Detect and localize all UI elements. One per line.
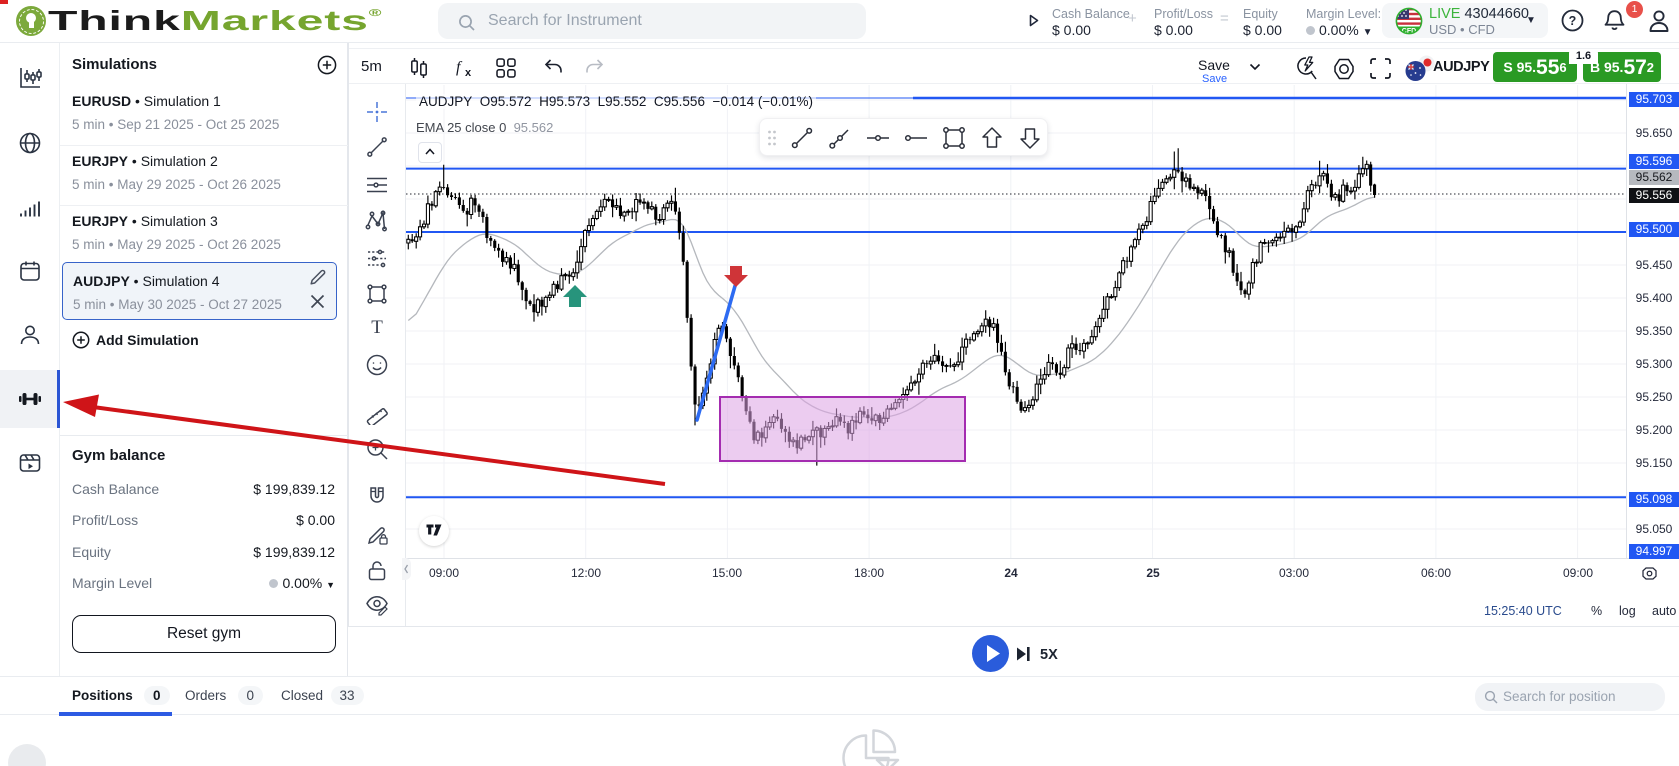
svg-text:CFD: CFD [1402,28,1416,35]
svg-text:x: x [465,67,472,79]
svg-text:T: T [371,317,383,338]
svg-text:?: ? [1569,14,1577,28]
svg-text:f: f [456,59,463,76]
